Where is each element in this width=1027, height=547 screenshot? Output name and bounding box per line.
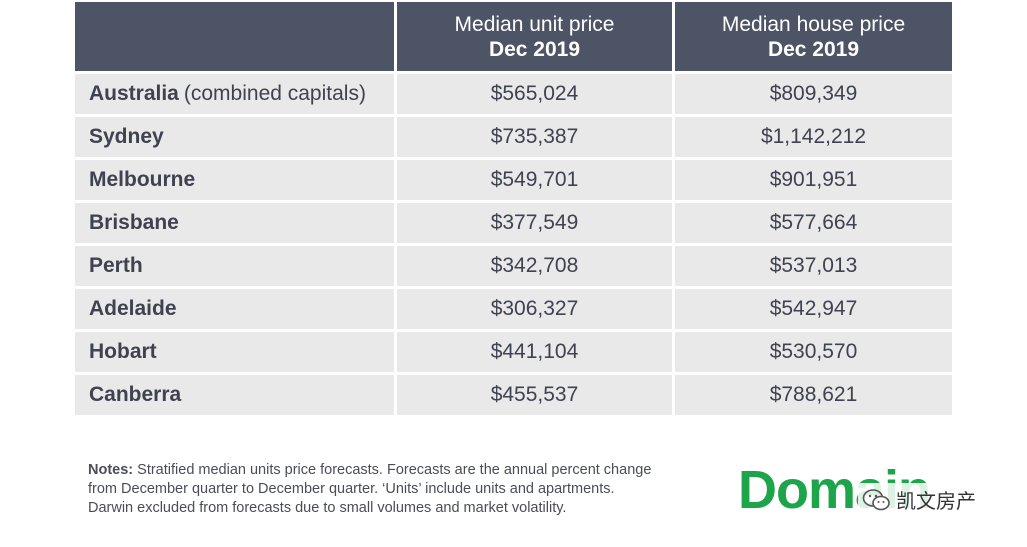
unit-price-cell: $735,387 bbox=[397, 117, 672, 157]
header-house-date: Dec 2019 bbox=[767, 37, 860, 61]
notes: Notes: Stratified median units price for… bbox=[88, 461, 708, 518]
notes-line: Darwin excluded from forecasts due to sm… bbox=[88, 500, 567, 516]
table-header-row: Median unit price Dec 2019 Median house … bbox=[75, 2, 952, 71]
unit-price-cell: $441,104 bbox=[397, 332, 672, 372]
house-price-cell: $788,621 bbox=[675, 375, 952, 415]
house-price-cell: $537,013 bbox=[675, 246, 952, 286]
header-city-cell bbox=[75, 2, 394, 71]
header-house-price: Median house price Dec 2019 bbox=[675, 2, 952, 71]
table-row: Sydney $735,387 $1,142,212 bbox=[75, 117, 952, 157]
price-table: Median unit price Dec 2019 Median house … bbox=[75, 2, 952, 415]
notes-line: Stratified median units price forecasts.… bbox=[137, 462, 652, 478]
house-price-cell: $577,664 bbox=[675, 203, 952, 243]
city-cell: Melbourne bbox=[75, 160, 394, 200]
header-house-title: Median house price bbox=[721, 12, 906, 36]
unit-price-cell: $306,327 bbox=[397, 289, 672, 329]
watermark-text: 凯文房产 bbox=[896, 491, 976, 513]
table-row: Canberra $455,537 $788,621 bbox=[75, 375, 952, 415]
city-name: Perth bbox=[89, 254, 143, 277]
table-row: Hobart $441,104 $530,570 bbox=[75, 332, 952, 372]
house-price-cell: $901,951 bbox=[675, 160, 952, 200]
city-cell: Australia (combined capitals) bbox=[75, 74, 394, 114]
notes-label: Notes: bbox=[88, 462, 134, 478]
city-name: Hobart bbox=[89, 340, 157, 363]
city-cell: Hobart bbox=[75, 332, 394, 372]
header-unit-title: Median unit price bbox=[454, 12, 615, 36]
city-name: Australia bbox=[89, 82, 179, 105]
watermark: 凯文房产 bbox=[858, 483, 982, 516]
city-cell: Brisbane bbox=[75, 203, 394, 243]
unit-price-cell: $377,549 bbox=[397, 203, 672, 243]
header-unit-date: Dec 2019 bbox=[488, 37, 581, 61]
table-row: Melbourne $549,701 $901,951 bbox=[75, 160, 952, 200]
table-row: Adelaide $306,327 $542,947 bbox=[75, 289, 952, 329]
house-price-cell: $530,570 bbox=[675, 332, 952, 372]
wechat-icon bbox=[862, 488, 890, 510]
table-row: Australia (combined capitals) $565,024 $… bbox=[75, 74, 952, 114]
city-name: Melbourne bbox=[89, 168, 196, 191]
city-cell: Adelaide bbox=[75, 289, 394, 329]
header-unit-price: Median unit price Dec 2019 bbox=[397, 2, 672, 71]
city-cell: Canberra bbox=[75, 375, 394, 415]
unit-price-cell: $455,537 bbox=[397, 375, 672, 415]
house-price-cell: $809,349 bbox=[675, 74, 952, 114]
house-price-cell: $542,947 bbox=[675, 289, 952, 329]
city-name: Sydney bbox=[89, 125, 164, 148]
unit-price-cell: $549,701 bbox=[397, 160, 672, 200]
house-price-cell: $1,142,212 bbox=[675, 117, 952, 157]
city-name: Brisbane bbox=[89, 211, 179, 234]
city-cell: Sydney bbox=[75, 117, 394, 157]
table-row: Perth $342,708 $537,013 bbox=[75, 246, 952, 286]
city-suffix: (combined capitals) bbox=[183, 82, 366, 105]
city-name: Adelaide bbox=[89, 297, 177, 320]
city-name: Canberra bbox=[89, 383, 182, 406]
table-row: Brisbane $377,549 $577,664 bbox=[75, 203, 952, 243]
notes-line: from December quarter to December quarte… bbox=[88, 481, 615, 497]
unit-price-cell: $565,024 bbox=[397, 74, 672, 114]
unit-price-cell: $342,708 bbox=[397, 246, 672, 286]
city-cell: Perth bbox=[75, 246, 394, 286]
